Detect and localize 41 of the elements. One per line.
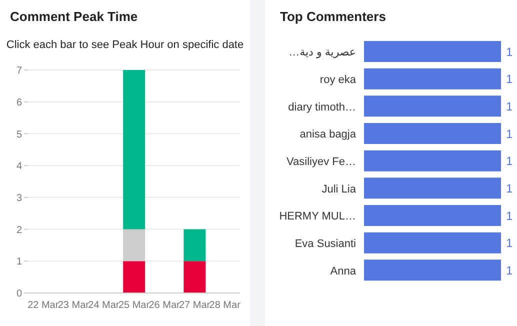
data-label: 1 <box>506 154 513 168</box>
y-tick-label: 2 <box>16 224 22 236</box>
chart-title: Comment Peak Time <box>10 9 138 24</box>
bar <box>123 261 146 293</box>
bar <box>184 229 206 262</box>
data-label: 1 <box>506 44 513 59</box>
bar <box>123 229 146 262</box>
y-tick-label: 0 <box>16 288 22 300</box>
x-tick-label: 23 Mar <box>58 300 90 312</box>
x-tick-label: 27 Mar <box>179 300 211 312</box>
chart-subtitle: Click each bar to see Peak Hour on specific date <box>5 39 245 51</box>
y-tick-label: عصرية و دية… <box>288 46 356 59</box>
data-label: 1 <box>506 126 513 141</box>
data-label: 1 <box>506 99 513 114</box>
y-tick-label: Anna <box>330 265 357 278</box>
y-tick-label: diary timoth… <box>288 101 356 114</box>
y-tick-label: Juli Lia <box>322 183 357 196</box>
y-tick-label: 3 <box>16 192 22 204</box>
y-tick-label: roy eka <box>320 74 357 86</box>
y-tick-label: 5 <box>16 129 22 140</box>
x-tick-label: 25 Mar <box>118 300 150 312</box>
x-tick-label: 28 Mar <box>209 300 242 312</box>
data-label: 1 <box>506 181 513 196</box>
data-label: 1 <box>506 263 513 278</box>
y-tick-label: anisa bagja <box>300 128 357 141</box>
y-tick-label: Eva Susianti <box>294 238 356 250</box>
y-tick-label: 7 <box>16 66 22 77</box>
chart-title: Top Commenters <box>280 9 386 24</box>
data-label: 1 <box>506 236 513 250</box>
y-tick-label: Vasiliyev Fe… <box>286 156 356 168</box>
y-tick-label: 1 <box>16 256 22 268</box>
x-tick-label: 22 Mar <box>28 300 60 312</box>
data-label: 1 <box>506 72 513 86</box>
bar <box>123 70 146 230</box>
x-tick-label: 26 Mar <box>148 300 181 312</box>
x-tick-label: 24 Mar <box>88 300 120 312</box>
y-tick-label: HERMY MUL… <box>279 210 356 223</box>
y-tick-label: 6 <box>16 97 22 108</box>
y-tick-label: 4 <box>16 161 22 172</box>
data-label: 1 <box>506 208 513 223</box>
bar <box>184 261 206 293</box>
